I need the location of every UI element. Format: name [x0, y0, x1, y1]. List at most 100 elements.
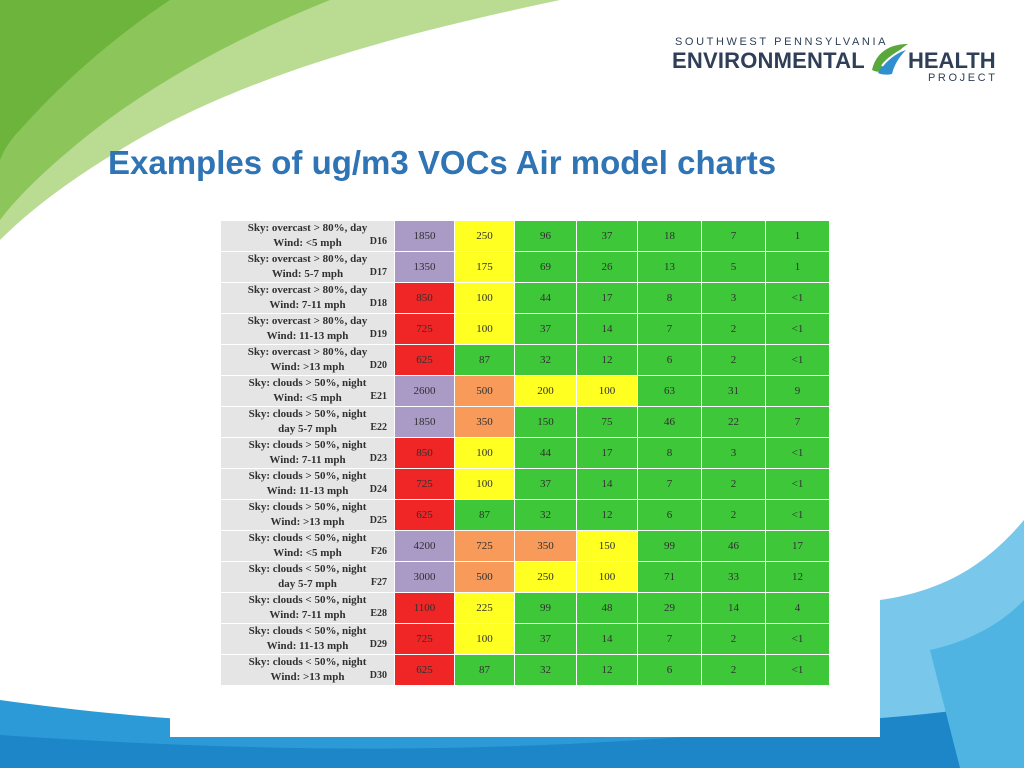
row-label-sky: Sky: clouds < 50%, night: [248, 532, 367, 544]
table-cell: 3: [701, 282, 766, 314]
table-cell: 5: [701, 251, 766, 283]
table-row: Sky: overcast > 80%, day Wind: 11-13 mph D…: [220, 313, 830, 345]
table-cell: 2: [701, 313, 766, 345]
row-label-wind: day 5-7 mph: [278, 578, 337, 590]
table-cell: 71: [637, 561, 702, 593]
table-cell: 44: [514, 437, 577, 469]
table-cell: 850: [394, 282, 455, 314]
row-code: D17: [369, 267, 387, 278]
table-cell: 87: [454, 344, 515, 376]
table-cell: <1: [765, 437, 830, 469]
row-label-wind: Wind: 7-11 mph: [269, 299, 346, 311]
table-cell: 7: [637, 623, 702, 655]
table-cell: 18: [637, 220, 702, 252]
row-code: D30: [369, 670, 387, 681]
table-cell: 32: [514, 654, 577, 686]
table-cell: 6: [637, 344, 702, 376]
row-label-sky: Sky: clouds < 50%, night: [248, 625, 367, 637]
table-cell: 8: [637, 437, 702, 469]
table-cell: 100: [454, 468, 515, 500]
table-cell: 100: [454, 282, 515, 314]
row-label-sky: Sky: clouds > 50%, night: [248, 501, 367, 513]
row-label-wind: Wind: 7-11 mph: [269, 609, 346, 621]
table-cell: 26: [576, 251, 638, 283]
table-cell: <1: [765, 282, 830, 314]
table-cell: <1: [765, 623, 830, 655]
row-label: Sky: clouds > 50%, night Wind: >13 mph D25: [220, 499, 395, 531]
table-cell: 725: [394, 313, 455, 345]
row-label-sky: Sky: overcast > 80%, day: [247, 284, 368, 296]
row-label-wind: Wind: >13 mph: [270, 361, 345, 373]
table-cell: 1: [765, 251, 830, 283]
table-cell: 500: [454, 561, 515, 593]
table-cell: 99: [637, 530, 702, 562]
table-row: Sky: overcast > 80%, day Wind: >13 mph D20…: [220, 344, 830, 376]
row-label: Sky: clouds > 50%, night Wind: 7-11 mph D2…: [220, 437, 395, 469]
table-cell: 99: [514, 592, 577, 624]
row-label-sky: Sky: clouds < 50%, night: [248, 594, 367, 606]
table-cell: <1: [765, 654, 830, 686]
row-label-sky: Sky: overcast > 80%, day: [247, 315, 368, 327]
row-label-wind: Wind: 11-13 mph: [266, 330, 349, 342]
table-cell: 87: [454, 654, 515, 686]
row-label-wind: Wind: 5-7 mph: [271, 268, 344, 280]
table-cell: 17: [576, 282, 638, 314]
table-cell: 2: [701, 623, 766, 655]
table-cell: <1: [765, 499, 830, 531]
table-row: Sky: clouds < 50%, night Wind: 11-13 mph D…: [220, 623, 830, 655]
table-cell: 2600: [394, 375, 455, 407]
table-cell: 250: [514, 561, 577, 593]
table-cell: 2: [701, 344, 766, 376]
table-cell: 225: [454, 592, 515, 624]
table-cell: 725: [454, 530, 515, 562]
table-cell: 7: [701, 220, 766, 252]
row-label: Sky: clouds > 50%, night Wind: 11-13 mph D…: [220, 468, 395, 500]
table-cell: 14: [576, 623, 638, 655]
table-cell: 96: [514, 220, 577, 252]
table-cell: 7: [765, 406, 830, 438]
row-code: E22: [370, 422, 387, 433]
table-cell: 2: [701, 654, 766, 686]
row-code: D25: [369, 515, 387, 526]
table-cell: 37: [514, 623, 577, 655]
table-cell: 22: [701, 406, 766, 438]
table-cell: 33: [701, 561, 766, 593]
table-cell: 100: [576, 375, 638, 407]
table-cell: 100: [454, 437, 515, 469]
table-cell: 500: [454, 375, 515, 407]
row-label-wind: Wind: >13 mph: [270, 671, 345, 683]
row-label-wind: Wind: <5 mph: [273, 237, 342, 249]
table-cell: 1100: [394, 592, 455, 624]
table-cell: 8: [637, 282, 702, 314]
table-cell: 9: [765, 375, 830, 407]
table-row: Sky: clouds > 50%, night Wind: 11-13 mph D…: [220, 468, 830, 500]
logo-health: HEALTH: [908, 48, 996, 73]
table-cell: 44: [514, 282, 577, 314]
logo-top-line: SOUTHWEST PENNSYLVANIA: [675, 36, 889, 48]
row-label: Sky: overcast > 80%, day Wind: 5-7 mph D17: [220, 251, 395, 283]
table-cell: 350: [514, 530, 577, 562]
row-label-sky: Sky: clouds < 50%, night: [248, 563, 367, 575]
row-code: D19: [369, 329, 387, 340]
table-cell: <1: [765, 344, 830, 376]
table-cell: 1850: [394, 406, 455, 438]
table-cell: 13: [637, 251, 702, 283]
table-cell: 850: [394, 437, 455, 469]
row-label-sky: Sky: clouds < 50%, night: [248, 656, 367, 668]
table-row: Sky: clouds < 50%, night Wind: <5 mph F26 4…: [220, 530, 830, 562]
table-cell: 63: [637, 375, 702, 407]
row-label-wind: day 5-7 mph: [278, 423, 337, 435]
table-cell: 12: [576, 654, 638, 686]
table-row: Sky: clouds > 50%, night Wind: 7-11 mph D2…: [220, 437, 830, 469]
table-row: Sky: clouds < 50%, night day 5-7 mph F27 30…: [220, 561, 830, 593]
row-label-wind: Wind: >13 mph: [270, 516, 345, 528]
row-label-sky: Sky: overcast > 80%, day: [247, 346, 368, 358]
table-cell: 150: [576, 530, 638, 562]
leaf-swirl-icon: [872, 44, 908, 75]
table-cell: 48: [576, 592, 638, 624]
table-cell: 2: [701, 468, 766, 500]
table-cell: 75: [576, 406, 638, 438]
table-cell: 200: [514, 375, 577, 407]
table-cell: 625: [394, 344, 455, 376]
table-cell: 69: [514, 251, 577, 283]
